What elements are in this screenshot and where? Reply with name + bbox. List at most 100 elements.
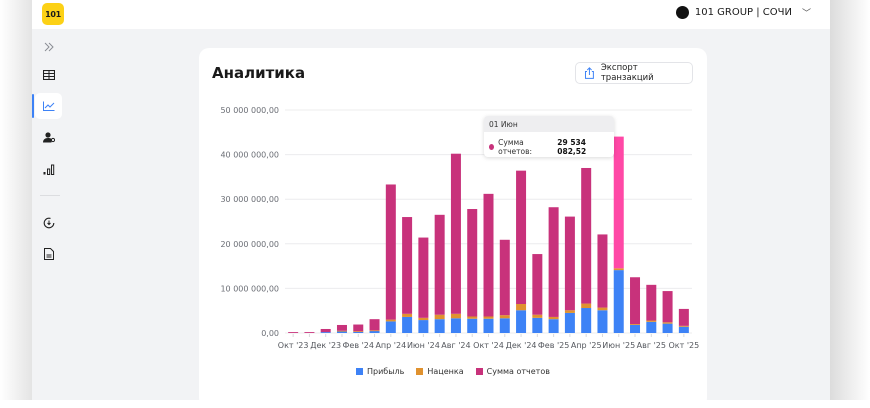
bar-segment-reports[interactable] xyxy=(336,324,347,331)
bar-segment-markup[interactable] xyxy=(678,325,689,327)
bar-segment-reports[interactable] xyxy=(353,324,364,332)
export-label: Экспорт транзакций xyxy=(600,63,654,83)
bar-segment-profit[interactable] xyxy=(581,308,592,333)
bar-segment-reports[interactable] xyxy=(402,217,413,314)
bar-segment-reports[interactable] xyxy=(483,193,494,317)
bar-segment-profit[interactable] xyxy=(450,318,461,333)
bar-segment-reports[interactable] xyxy=(597,234,608,308)
sidebar-item-documents[interactable] xyxy=(35,241,62,267)
bar-segment-markup[interactable] xyxy=(450,313,461,319)
bar-segment-reports[interactable] xyxy=(304,332,315,333)
bar-segment-profit[interactable] xyxy=(548,319,559,333)
x-tick-label: Апр '24 xyxy=(375,341,406,350)
bar-segment-markup[interactable] xyxy=(532,314,543,318)
bar-segment-profit[interactable] xyxy=(320,332,331,333)
bar-segment-reports[interactable] xyxy=(581,167,592,304)
bar-segment-profit[interactable] xyxy=(597,310,608,333)
org-selector[interactable]: 101 GROUP | СОЧИ ﹀ xyxy=(675,6,811,19)
bar-segment-reports[interactable] xyxy=(320,328,331,333)
org-avatar xyxy=(675,6,689,19)
bar-segment-profit[interactable] xyxy=(336,331,347,333)
logo[interactable]: 101 xyxy=(42,3,64,25)
bar-segment-profit[interactable] xyxy=(369,330,380,333)
y-tick-label: 0,00 xyxy=(261,329,279,338)
bar-segment-profit[interactable] xyxy=(630,324,641,333)
x-tick-label: Фев '25 xyxy=(538,341,569,350)
bar-segment-reports[interactable] xyxy=(646,284,657,321)
bar-segment-profit[interactable] xyxy=(402,316,413,333)
bar-segment-reports[interactable] xyxy=(516,170,527,305)
bar-segment-profit[interactable] xyxy=(483,318,494,333)
bar-segment-markup[interactable] xyxy=(402,313,413,317)
bar-segment-reports[interactable] xyxy=(678,308,689,326)
bar-segment-profit[interactable] xyxy=(434,319,445,333)
legend-label: Сумма отчетов xyxy=(486,367,550,376)
bar-segment-reports[interactable] xyxy=(613,136,624,269)
bar-segment-markup[interactable] xyxy=(564,310,575,313)
bar-segment-reports[interactable] xyxy=(418,237,429,318)
bar-segment-reports[interactable] xyxy=(532,254,543,315)
y-tick-label: 30 000 000,00 xyxy=(220,195,279,204)
bar-segment-profit[interactable] xyxy=(467,318,478,333)
bar-segment-markup[interactable] xyxy=(516,304,527,311)
bar-segment-reports[interactable] xyxy=(630,277,641,325)
bar-segment-reports[interactable] xyxy=(450,153,461,314)
chart-tooltip: 01 Июн Сумма отчетов: 29 534 082,52 xyxy=(484,116,614,157)
legend-label: Наценка xyxy=(427,367,464,376)
bar-segment-reports[interactable] xyxy=(369,319,380,331)
bar-segment-profit[interactable] xyxy=(613,270,624,333)
bar-segment-markup[interactable] xyxy=(646,320,657,322)
bar-segment-markup[interactable] xyxy=(548,316,559,320)
legend-item-profit[interactable]: Прибыль xyxy=(356,367,404,376)
bar-segment-profit[interactable] xyxy=(353,331,364,333)
bar-segment-markup[interactable] xyxy=(662,322,673,324)
sidebar-item-exchange[interactable] xyxy=(35,210,62,236)
bar-segment-profit[interactable] xyxy=(385,321,396,333)
bar-segment-markup[interactable] xyxy=(630,324,641,325)
x-tick-label: Окт '23 xyxy=(278,341,309,350)
bar-segment-markup[interactable] xyxy=(418,317,429,321)
tooltip-value: 29 534 082,52 xyxy=(557,138,587,156)
bar-segment-profit[interactable] xyxy=(662,323,673,333)
sidebar-item-users[interactable] xyxy=(35,124,62,150)
sidebar-item-table[interactable] xyxy=(35,62,62,88)
legend-item-reports[interactable]: Сумма отчетов xyxy=(475,367,550,376)
bar-segment-profit[interactable] xyxy=(532,317,543,333)
page-title: Аналитика xyxy=(212,64,306,82)
bar-segment-reports[interactable] xyxy=(548,207,559,317)
bar-segment-markup[interactable] xyxy=(597,307,608,311)
bar-segment-markup[interactable] xyxy=(369,330,380,332)
bar-segment-reports[interactable] xyxy=(564,216,575,311)
legend-item-markup[interactable]: Наценка xyxy=(416,367,464,376)
bar-segment-markup[interactable] xyxy=(581,303,592,309)
x-tick-label: Фев '24 xyxy=(343,341,374,350)
bar-segment-markup[interactable] xyxy=(385,319,396,322)
bar-segment-markup[interactable] xyxy=(353,331,364,333)
bar-segment-reports[interactable] xyxy=(385,184,396,320)
sidebar-expand-button[interactable] xyxy=(35,34,62,60)
bar-segment-reports[interactable] xyxy=(288,332,299,333)
sidebar-item-analytics[interactable] xyxy=(35,93,62,119)
bar-segment-profit[interactable] xyxy=(646,321,657,333)
bar-segment-profit[interactable] xyxy=(499,318,510,333)
bar-segment-reports[interactable] xyxy=(434,214,445,315)
bar-segment-markup[interactable] xyxy=(483,316,494,319)
bar-segment-markup[interactable] xyxy=(467,316,478,319)
bar-segment-markup[interactable] xyxy=(499,315,510,319)
tooltip-series-dot xyxy=(489,144,495,150)
export-transactions-button[interactable]: Экспорт транзакций xyxy=(575,62,693,84)
bar-segment-markup[interactable] xyxy=(613,268,624,271)
window-shadow-left xyxy=(0,0,32,400)
chart-legend: Прибыль Наценка Сумма отчетов xyxy=(356,367,550,376)
bar-segment-profit[interactable] xyxy=(418,320,429,333)
bar-segment-reports[interactable] xyxy=(499,239,510,316)
bar-segment-profit[interactable] xyxy=(516,310,527,333)
bar-segment-reports[interactable] xyxy=(662,291,673,323)
bar-segment-markup[interactable] xyxy=(336,330,347,332)
sidebar-item-reports[interactable] xyxy=(35,156,62,182)
bar-segment-profit[interactable] xyxy=(678,326,689,333)
bar-segment-reports[interactable] xyxy=(467,209,478,317)
bar-segment-profit[interactable] xyxy=(564,312,575,333)
bar-segment-markup[interactable] xyxy=(434,314,445,320)
tooltip-series-label: Сумма отчетов: xyxy=(498,138,533,156)
